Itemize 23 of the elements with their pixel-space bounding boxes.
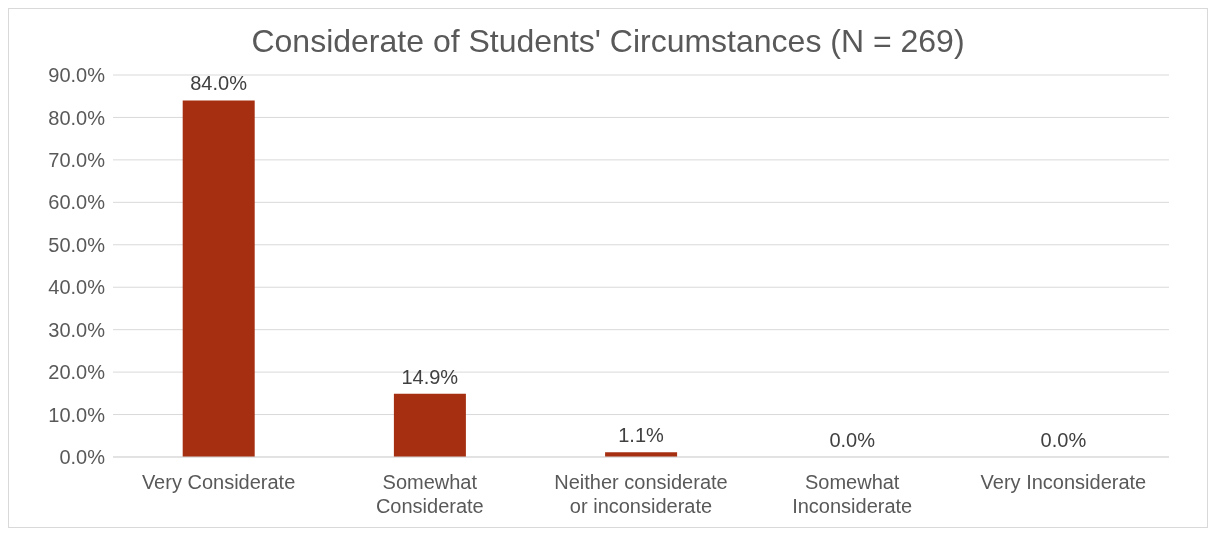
y-tick-label: 50.0% xyxy=(48,233,106,256)
y-tick-label: 0.0% xyxy=(59,446,106,469)
data-label: 0.0% xyxy=(1040,429,1087,451)
y-tick-label: 30.0% xyxy=(48,318,106,341)
x-tick-label: Somewhat Considerate xyxy=(375,471,484,517)
y-tick-label: 40.0% xyxy=(48,276,106,299)
x-tick-label: Very Considerate xyxy=(141,471,296,493)
x-tick-label: Very Inconsiderate xyxy=(980,471,1147,493)
y-tick-label: 20.0% xyxy=(48,361,106,384)
y-tick-label: 60.0% xyxy=(48,191,106,214)
chart-title: Considerate of Students' Circumstances (N = 269) xyxy=(251,23,965,59)
y-tick-label: 10.0% xyxy=(48,403,106,426)
y-tick-label: 80.0% xyxy=(48,106,106,129)
data-label: 0.0% xyxy=(829,429,876,451)
y-tick-label: 90.0% xyxy=(48,64,106,87)
data-label: 14.9% xyxy=(401,365,459,388)
x-tick-label: Somewhat Inconsiderate xyxy=(792,471,913,517)
x-tick-label: Neither considerate or inconsiderate xyxy=(554,471,728,517)
data-label: 1.1% xyxy=(618,424,665,447)
bar xyxy=(182,100,255,457)
data-label: 84.0% xyxy=(190,72,248,95)
bar xyxy=(393,393,466,457)
y-tick-label: 70.0% xyxy=(48,148,106,171)
